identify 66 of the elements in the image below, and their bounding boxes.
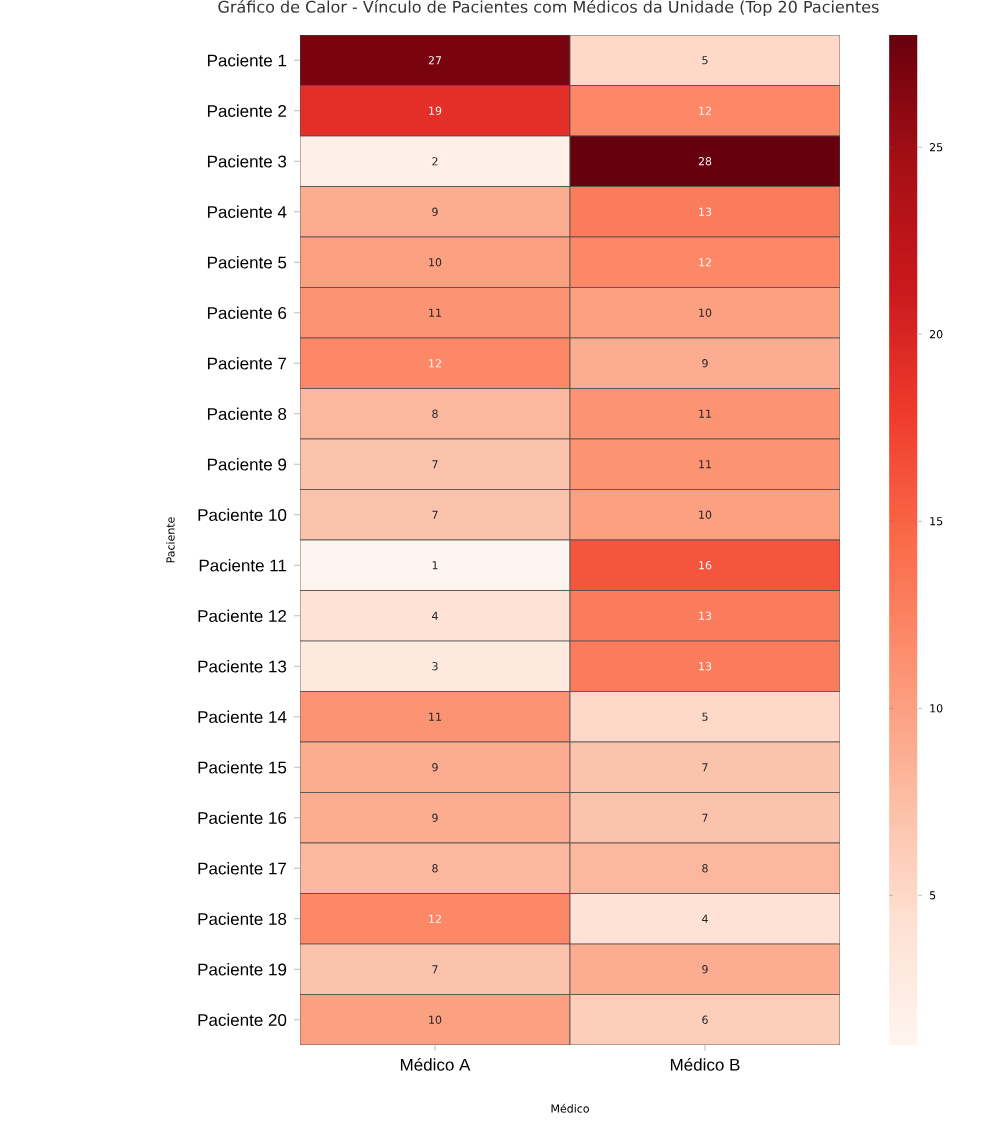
y-tick-label: Paciente 5 <box>207 256 287 269</box>
color-bar-label: 20 <box>929 330 943 339</box>
y-tick-label: Paciente 8 <box>207 407 287 420</box>
x-tick-label: Médico B <box>670 1058 740 1071</box>
data-label: 7 <box>432 510 438 519</box>
color-bar-label: 15 <box>930 517 943 526</box>
data-label: 7 <box>702 763 708 772</box>
data-label: 2 <box>432 157 438 166</box>
data-label: 9 <box>702 359 708 368</box>
y-tick-label: Paciente 10 <box>198 508 287 521</box>
y-tick-label: Paciente 9 <box>207 458 287 471</box>
x-axis-title: Médico <box>551 1103 589 1113</box>
data-label: 13 <box>699 662 712 671</box>
data-label: 10 <box>699 308 712 317</box>
y-tick-label: Paciente 12 <box>198 609 287 622</box>
y-tick-label: Paciente 16 <box>198 811 287 824</box>
data-label: 5 <box>702 56 708 65</box>
y-tick-label: Paciente 6 <box>207 306 287 319</box>
data-label: 7 <box>432 965 438 974</box>
data-label: 8 <box>432 409 438 418</box>
data-label: 8 <box>702 864 708 873</box>
x-tick-label: Médico A <box>400 1058 471 1071</box>
data-label: 10 <box>429 1015 442 1024</box>
chart-title: Gráfico de Calor - Vínculo de Pacientes com Médicos da Unidade (Top 20 Pacientes <box>218 0 879 16</box>
data-label: 6 <box>702 1015 708 1024</box>
data-label: 4 <box>432 611 438 620</box>
color-bar-label: 10 <box>930 704 943 713</box>
data-label: 16 <box>699 561 712 570</box>
y-tick-label: Paciente 15 <box>198 761 287 774</box>
data-label: 9 <box>432 813 438 822</box>
y-tick-label: Paciente 18 <box>198 912 287 925</box>
data-label: 8 <box>432 864 438 873</box>
data-label: 11 <box>699 460 711 469</box>
y-tick-label: Paciente 7 <box>207 357 287 370</box>
data-label: 12 <box>429 914 441 923</box>
data-label: 11 <box>699 409 711 418</box>
y-tick-label: Paciente 19 <box>198 963 287 976</box>
data-label: 12 <box>699 106 711 115</box>
data-label: 11 <box>429 712 441 721</box>
y-tick-label: Paciente 3 <box>207 155 287 168</box>
data-label: 19 <box>429 106 442 115</box>
y-tick-label: Paciente 17 <box>198 862 287 875</box>
data-label: 7 <box>702 813 708 822</box>
y-tick-label: Paciente 4 <box>207 205 287 218</box>
data-label: 11 <box>429 308 441 317</box>
y-tick-label: Paciente 2 <box>207 104 287 117</box>
data-label: 9 <box>432 207 438 216</box>
y-tick-label: Paciente 13 <box>198 660 287 673</box>
data-label: 5 <box>702 712 708 721</box>
data-label: 13 <box>699 207 712 216</box>
data-label: 10 <box>699 510 712 519</box>
data-label: 12 <box>429 359 441 368</box>
color-bar-label: 25 <box>929 143 943 152</box>
data-label: 27 <box>428 56 442 65</box>
color-bar-label: 5 <box>929 891 936 900</box>
y-tick-label: Paciente 14 <box>198 710 287 723</box>
data-label: 9 <box>702 965 708 974</box>
y-axis-title: Paciente <box>166 517 175 563</box>
data-label: 9 <box>432 763 438 772</box>
data-label: 7 <box>432 460 438 469</box>
data-label: 1 <box>432 561 438 570</box>
data-label: 3 <box>432 662 438 671</box>
y-tick-label: Paciente 20 <box>198 1013 287 1026</box>
data-label: 10 <box>429 258 442 267</box>
y-tick-label: Paciente 1 <box>207 54 287 67</box>
y-tick-label: Paciente 11 <box>199 559 287 572</box>
